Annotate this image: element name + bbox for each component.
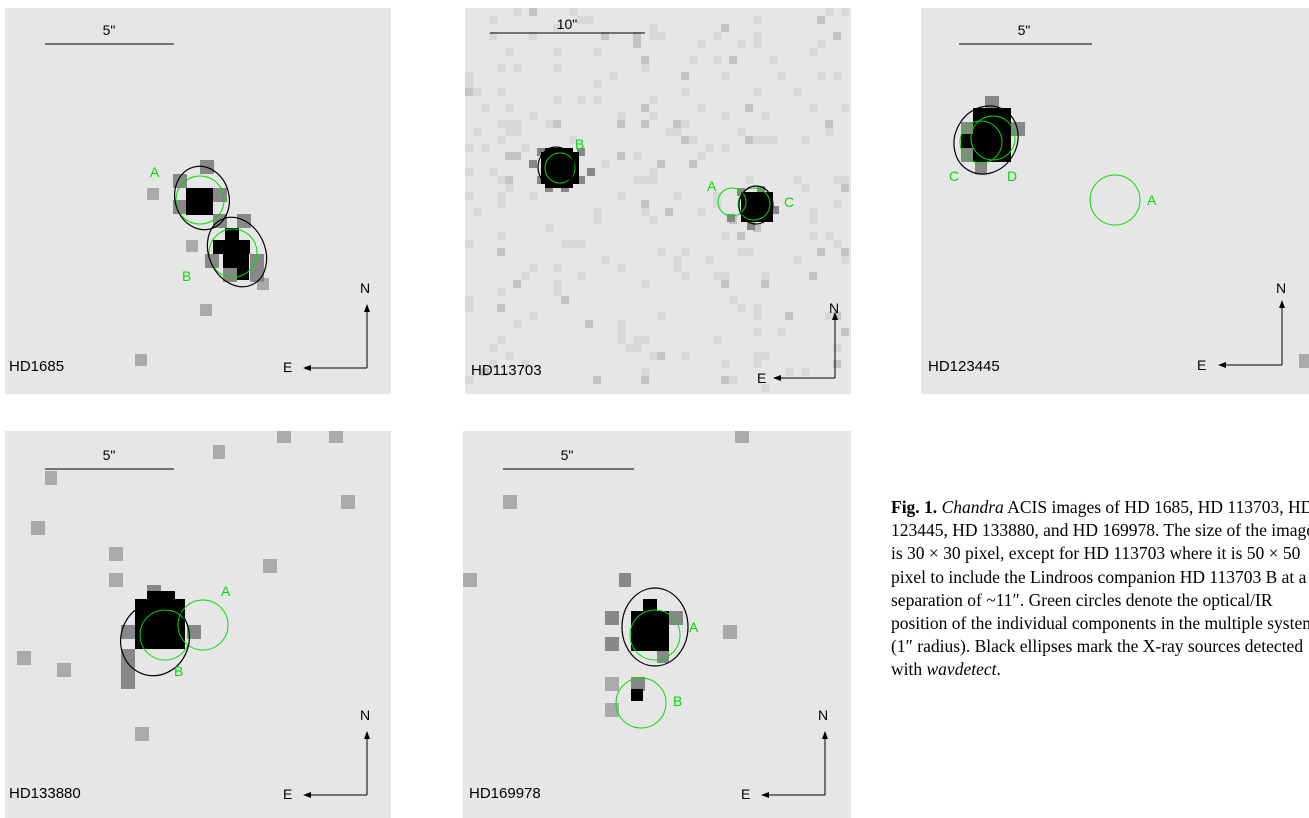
east-label: E (1197, 357, 1207, 373)
component-label-a: A (1147, 192, 1157, 208)
scale-bar-label: 5" (102, 447, 116, 463)
scale-bar-label: 5" (102, 22, 116, 38)
image-panel-hd169978: 5" A B N E HD169978 (463, 431, 851, 818)
scale-bar-label: 5" (560, 447, 574, 463)
panel-title: HD113703 (471, 362, 542, 379)
caption-telescope: Chandra (941, 497, 1004, 517)
component-label-a: A (689, 619, 699, 635)
image-panel-hd133880: 5" A B N E HD133880 (5, 431, 391, 818)
panel-title: HD123445 (928, 358, 1000, 375)
component-label-b: B (174, 663, 184, 679)
east-label: E (757, 370, 767, 386)
xray-image-hd169978 (463, 431, 828, 798)
north-label: N (360, 707, 371, 723)
east-label: E (741, 786, 751, 802)
north-label: N (360, 280, 371, 296)
component-label-a: A (707, 178, 717, 194)
north-label: N (829, 300, 840, 316)
figure-caption: Fig. 1. Chandra ACIS images of HD 1685, … (891, 496, 1309, 682)
component-label-b: B (673, 693, 683, 709)
scale-bar-label: 10" (556, 16, 578, 32)
caption-text: ACIS images of HD 1685, HD 113703, HD 12… (891, 497, 1309, 680)
xray-image-hd123445 (953, 43, 1309, 368)
component-label-a: A (221, 583, 231, 599)
image-panel-hd1685: 5" A B N E HD1685 (5, 8, 391, 394)
panel-title: HD169978 (469, 785, 541, 802)
component-label-d: D (1007, 168, 1018, 184)
xray-image-hd1685 (45, 43, 370, 371)
component-label-c: C (784, 194, 795, 210)
component-label-a: A (150, 164, 160, 180)
scale-bar-label: 5" (1017, 22, 1031, 38)
east-label: E (283, 786, 293, 802)
caption-end: . (996, 659, 1001, 680)
panel-title: HD133880 (9, 785, 81, 802)
caption-software: wavdetect (926, 659, 997, 680)
component-label-b: B (182, 268, 192, 284)
component-label-c: C (949, 168, 960, 184)
xray-image-hd133880 (17, 431, 370, 798)
north-label: N (1276, 280, 1287, 296)
panel-title: HD1685 (9, 358, 65, 375)
north-label: N (818, 707, 829, 723)
image-panel-hd113703: 10" A B C N E HD113703 (465, 8, 851, 394)
component-label-b: B (575, 136, 585, 152)
figure-number: Fig. 1. (891, 497, 938, 517)
east-label: E (283, 359, 293, 375)
image-panel-hd123445: 5" A C D N E HD123445 (921, 8, 1309, 394)
xray-image-hd113703 (465, 8, 849, 392)
